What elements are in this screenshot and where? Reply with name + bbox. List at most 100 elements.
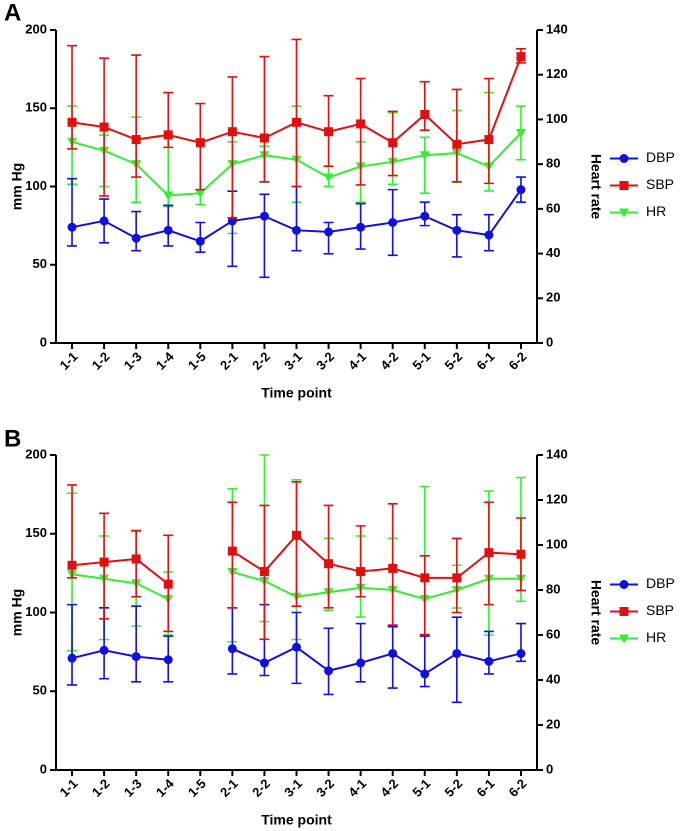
error-bar xyxy=(131,605,142,683)
data-point xyxy=(292,642,301,652)
x-tick-label: 4-2 xyxy=(377,776,401,800)
data-point xyxy=(163,579,173,589)
x-tick-label: 3-2 xyxy=(313,349,337,373)
x-tick-label: 1-3 xyxy=(121,349,145,373)
data-point xyxy=(356,222,366,232)
data-point xyxy=(515,128,526,138)
data-point xyxy=(67,117,77,127)
y2-tick-label: 100 xyxy=(546,536,568,551)
y2-tick-label: 120 xyxy=(546,66,568,81)
data-point xyxy=(484,656,494,666)
y2-tick-label: 80 xyxy=(546,581,560,596)
data-point xyxy=(195,138,205,148)
data-point xyxy=(67,222,77,232)
data-point xyxy=(67,653,77,663)
y-axis-label: mm Hg xyxy=(9,589,25,636)
x-tick-label: 3-1 xyxy=(281,776,305,800)
x-tick-label: 1-5 xyxy=(185,349,209,373)
x-axis-label: Time point xyxy=(261,385,332,401)
x-tick-label: 4-2 xyxy=(377,349,401,373)
data-point xyxy=(516,185,526,195)
data-point xyxy=(99,122,109,132)
x-tick-label: 4-1 xyxy=(345,776,369,800)
data-point xyxy=(163,225,173,235)
data-point xyxy=(516,549,526,559)
y2-tick-label: 20 xyxy=(546,290,560,305)
y2-tick-label: 20 xyxy=(546,716,560,731)
legend-label: DBP xyxy=(646,149,675,165)
data-point xyxy=(452,648,462,658)
data-point xyxy=(419,151,430,161)
y-tick-label: 0 xyxy=(40,761,47,776)
error-bar xyxy=(323,627,334,696)
x-tick-label: 1-2 xyxy=(89,349,113,373)
data-point xyxy=(67,560,77,570)
x-tick-label: 5-2 xyxy=(441,776,465,800)
x-tick-label: 6-1 xyxy=(474,776,498,800)
y2-tick-label: 140 xyxy=(546,21,568,36)
error-bar xyxy=(419,635,430,688)
y2-tick-label: 0 xyxy=(546,761,553,776)
y2-axis-label: Heart rate xyxy=(588,580,604,646)
error-bar xyxy=(291,38,302,188)
y-tick-label: 150 xyxy=(25,525,47,540)
error-bar xyxy=(131,54,142,178)
data-point xyxy=(484,548,494,558)
error-bar xyxy=(227,606,238,675)
x-tick-label: 6-2 xyxy=(506,776,530,800)
y-tick-label: 100 xyxy=(25,604,47,619)
data-point xyxy=(324,227,334,237)
error-bar xyxy=(451,616,462,704)
y2-tick-label: 100 xyxy=(546,111,568,126)
y-tick-label: 100 xyxy=(25,178,47,193)
error-bar xyxy=(259,55,270,183)
error-bar xyxy=(163,204,174,247)
error-bar xyxy=(451,88,462,183)
legend-label: HR xyxy=(646,203,666,219)
x-tick-label: 6-2 xyxy=(506,349,530,373)
y2-tick-label: 40 xyxy=(546,245,560,260)
x-tick-label: 1-3 xyxy=(121,776,145,800)
x-tick-label: 5-1 xyxy=(409,349,433,373)
x-tick-label: 2-2 xyxy=(249,349,273,373)
panel-label: B xyxy=(4,425,21,452)
error-bar xyxy=(355,77,366,186)
y2-axis-label: Heart rate xyxy=(588,154,604,220)
data-point xyxy=(259,658,269,668)
x-tick-label: 1-1 xyxy=(57,349,81,373)
y-tick-label: 50 xyxy=(33,683,47,698)
data-point xyxy=(324,666,334,676)
data-point xyxy=(131,554,141,564)
legend-label: SBP xyxy=(646,176,674,192)
error-bar xyxy=(67,177,78,247)
x-tick-label: 1-5 xyxy=(185,776,209,800)
data-point xyxy=(388,138,398,148)
y2-tick-label: 0 xyxy=(546,334,553,349)
data-point xyxy=(516,52,526,62)
x-axis-label: Time point xyxy=(261,812,332,828)
error-bar xyxy=(355,525,366,598)
series-line xyxy=(71,645,522,676)
data-point xyxy=(99,216,109,226)
data-point xyxy=(356,119,366,129)
y2-tick-label: 120 xyxy=(546,491,568,506)
x-tick-label: 1-4 xyxy=(153,348,177,372)
data-point xyxy=(388,217,398,227)
error-bar xyxy=(355,622,366,683)
error-bar xyxy=(419,80,430,131)
x-tick-label: 1-2 xyxy=(89,776,113,800)
x-tick-label: 5-2 xyxy=(441,349,465,373)
data-point xyxy=(324,127,334,137)
data-point xyxy=(420,669,430,679)
y2-tick-label: 40 xyxy=(546,671,560,686)
legend-marker xyxy=(619,181,629,190)
x-tick-label: 1-4 xyxy=(153,775,177,799)
error-bar xyxy=(323,504,334,609)
data-point xyxy=(292,117,301,127)
x-tick-label: 6-1 xyxy=(474,349,498,373)
data-point xyxy=(452,139,462,149)
data-point xyxy=(163,191,174,201)
data-point xyxy=(388,648,398,658)
panel-label: A xyxy=(4,0,21,26)
